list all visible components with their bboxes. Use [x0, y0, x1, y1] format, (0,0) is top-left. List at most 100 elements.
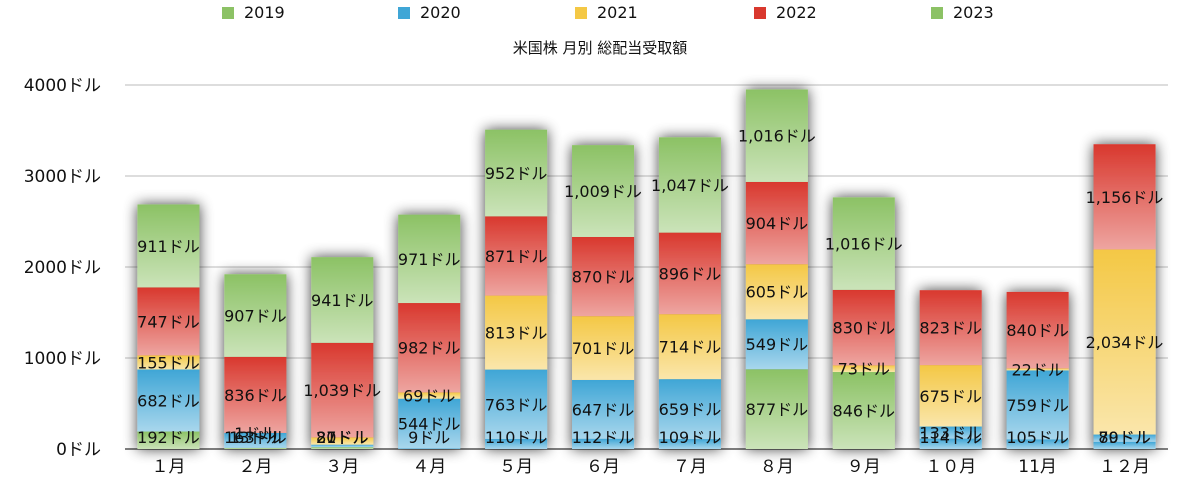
data-label: 109ドル [659, 428, 722, 447]
bar-segment-gloss [485, 295, 548, 370]
data-label: 110ドル [485, 428, 548, 447]
data-label: 836ドル [224, 386, 287, 405]
legend-swatch-2021 [575, 7, 587, 19]
data-label: 80ドル [316, 428, 368, 447]
data-label: 133ドル [919, 424, 982, 443]
bar-segment-gloss [311, 444, 374, 448]
y-tick-label: 3000ドル [24, 167, 101, 187]
bar-segment-gloss [398, 214, 461, 304]
bar-segment-gloss [1093, 144, 1156, 250]
data-label: 870ドル [572, 268, 635, 287]
bar-segment-gloss [658, 439, 721, 449]
data-label: 813ドル [485, 324, 548, 343]
data-label: 759ドル [1006, 396, 1069, 415]
data-label: 80ドル [1098, 428, 1150, 447]
bar-segment-gloss [224, 274, 287, 357]
data-label: 1,156ドル [1086, 188, 1164, 207]
bar-segment-gloss [398, 392, 461, 399]
data-label: 846ドル [833, 402, 896, 421]
bars [137, 89, 1156, 449]
data-label: 1,016ドル [738, 127, 816, 146]
data-label: 971ドル [398, 250, 461, 269]
data-label: 896ドル [659, 264, 722, 283]
chart-title: 米国株 月別 総配当受取額 [513, 39, 688, 57]
data-label: 79ドル [1098, 428, 1150, 447]
bar-segment-gloss [572, 236, 635, 317]
bar-segment-gloss [658, 137, 721, 233]
bar-segment-gloss [1006, 439, 1069, 449]
legend-swatch-2020 [398, 7, 410, 19]
bar-segment-gloss [224, 356, 287, 433]
bar-segment-gloss [572, 316, 635, 380]
bar-segment-gloss [398, 303, 461, 393]
data-label: 1,047ドル [651, 176, 729, 195]
x-tick-label: ３月 [325, 457, 359, 477]
bar-segment-gloss [485, 438, 548, 449]
bar-segment-gloss [919, 290, 982, 366]
data-label: 22ドル [1011, 360, 1063, 379]
gridlines [125, 84, 1168, 450]
legend-swatch-2023 [931, 7, 943, 19]
data-label: 701ドル [572, 339, 635, 358]
bar-segment-gloss [137, 287, 200, 356]
data-label: 823ドル [919, 319, 982, 338]
bar-segment-gloss [658, 232, 721, 315]
bar-4 [398, 214, 461, 449]
bar-segment-gloss [572, 379, 635, 439]
data-label: 27ドル [316, 428, 368, 447]
data-label: 155ドル [137, 353, 200, 372]
data-label: 69ドル [403, 387, 455, 406]
bar-segment-gloss [745, 264, 808, 320]
data-label: 682ドル [137, 391, 200, 410]
bar-segment-gloss [919, 365, 982, 427]
bar-segment-gloss [832, 289, 895, 366]
legend-swatch-2019 [222, 7, 234, 19]
x-tick-label: ４月 [412, 457, 446, 477]
x-tick-label: ９月 [847, 457, 881, 477]
y-tick-label: 2000ドル [24, 258, 101, 278]
bar-2 [224, 274, 287, 449]
y-axis: 0ドル 1000ドル 2000ドル 3000ドル 4000ドル [24, 76, 101, 460]
data-label: 840ドル [1006, 321, 1069, 340]
data-label: 982ドル [398, 339, 461, 358]
bar-segment-gloss [224, 432, 287, 448]
bar-8 [745, 89, 808, 449]
data-label: 877ドル [746, 400, 809, 419]
bar-segment-gloss [919, 438, 982, 449]
data-label: 763ドル [485, 395, 548, 414]
bar-segment-gloss [137, 204, 200, 288]
data-label: 549ドル [746, 335, 809, 354]
bar-6 [572, 145, 635, 449]
data-label: 1,039ドル [303, 381, 381, 400]
bar-segment-gloss [485, 369, 548, 439]
bar-10 [919, 290, 982, 449]
bar-segment-gloss [919, 426, 982, 439]
bar-1 [137, 204, 200, 449]
x-axis: １月 ２月 ３月 ４月 ５月 ６月 ７月 ８月 ９月 １０月 11月 １２月 [151, 457, 1150, 477]
bar-segment-gloss [485, 216, 548, 296]
bar-segment-gloss [832, 372, 895, 449]
data-label: 904ドル [746, 214, 809, 233]
bar-segment-gloss [745, 89, 808, 182]
legend-label-2022: 2022 [776, 3, 817, 22]
bar-9 [832, 197, 895, 449]
bar-segment-gloss [572, 438, 635, 449]
bar-segment-gloss [1093, 441, 1156, 449]
data-label: 1,016ドル [825, 235, 903, 254]
bar-segment-gloss [137, 355, 200, 370]
bar-segment-gloss [745, 319, 808, 370]
bar-segment-gloss [745, 181, 808, 265]
legend-label-2019: 2019 [244, 3, 285, 22]
x-tick-label: ２月 [238, 457, 272, 477]
legend-label-2021: 2021 [597, 3, 638, 22]
data-label: 192ドル [137, 428, 200, 447]
data-label: 747ドル [137, 312, 200, 331]
legend-swatch-2022 [754, 7, 766, 19]
data-label: 647ドル [572, 400, 635, 419]
bar-11 [1006, 291, 1069, 449]
data-label: 2,034ドル [1086, 333, 1164, 352]
legend: 2019 2020 2021 2022 2023 [222, 3, 994, 22]
bar-7 [658, 137, 721, 449]
